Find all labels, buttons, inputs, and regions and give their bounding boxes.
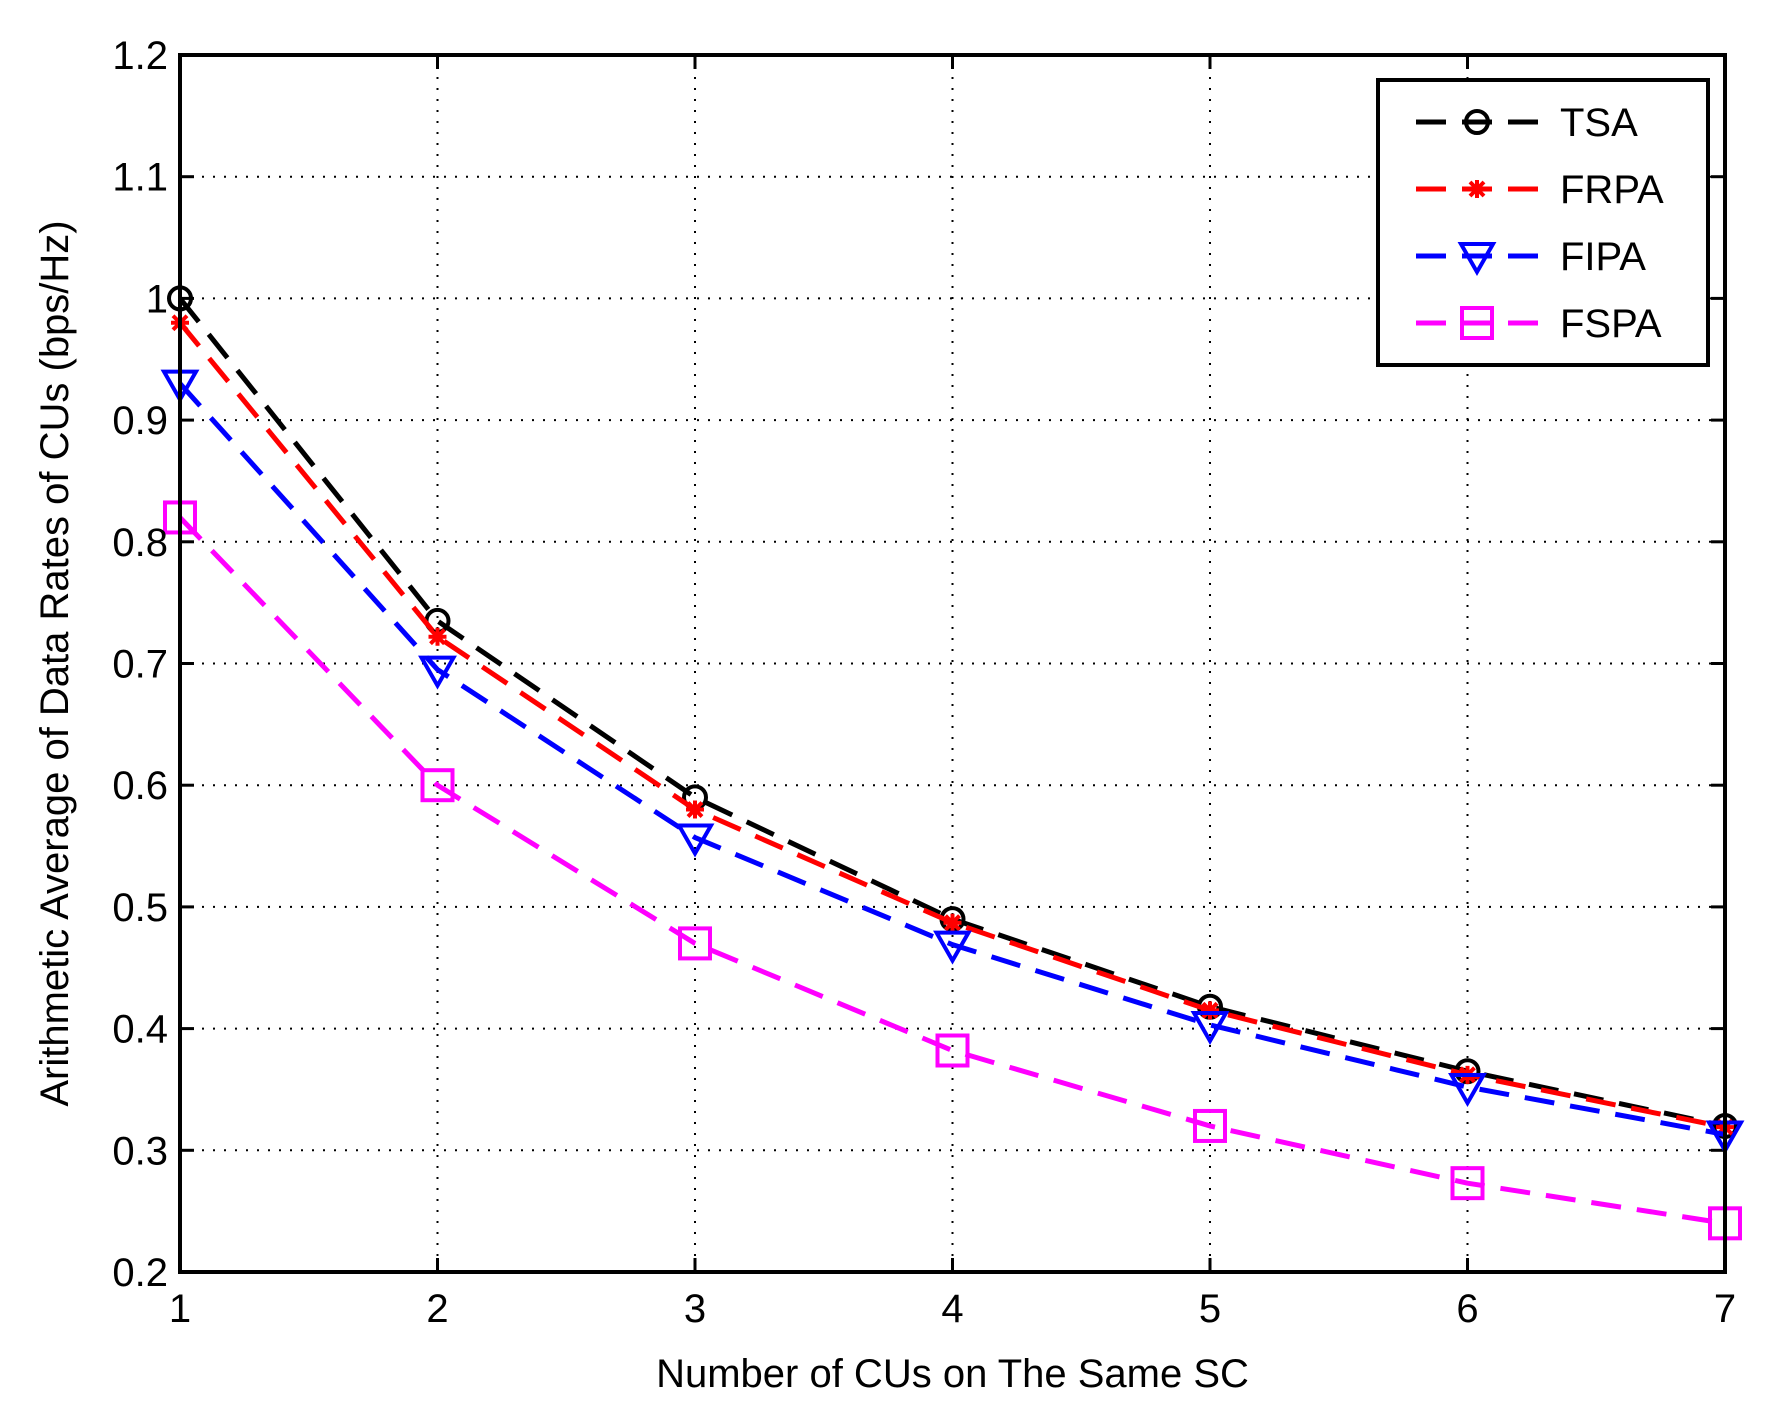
legend-label-frpa: FRPA — [1560, 168, 1664, 212]
y-tick-label: 0.3 — [112, 1129, 168, 1173]
x-tick-label: 5 — [1199, 1287, 1221, 1331]
x-axis-title: Number of CUs on The Same SC — [656, 1352, 1249, 1396]
y-tick-label: 0.8 — [112, 521, 168, 565]
data-point-fipa — [933, 930, 972, 965]
series-line-fspa — [178, 515, 1726, 1226]
data-point-fspa — [935, 1033, 970, 1068]
y-tick-label: 1 — [146, 277, 168, 321]
legend-label-fipa: FIPA — [1560, 235, 1646, 279]
y-tick-label: 0.2 — [112, 1251, 168, 1295]
y-tick-labels: 0.2 0.3 0.4 0.5 0.6 0.7 0.8 0.9 1 1.1 1.2 — [112, 34, 168, 1295]
data-point-fipa — [675, 823, 715, 858]
data-point-fipa — [418, 655, 457, 690]
legend-marker-tsa — [1464, 109, 1490, 135]
x-tick-label: 2 — [426, 1287, 448, 1331]
y-tick-label: 0.5 — [112, 886, 168, 930]
x-tick-label: 4 — [941, 1287, 963, 1331]
data-point-frpa — [686, 800, 704, 819]
y-tick-label: 0.9 — [112, 399, 168, 443]
y-tick-label: 0.4 — [112, 1008, 168, 1052]
legend-box — [1376, 78, 1710, 367]
legend: TSA FRPA FIPA FSPA — [1376, 78, 1710, 367]
data-point-fspa — [420, 768, 455, 803]
legend-label-tsa: TSA — [1560, 101, 1638, 145]
legend-marker-fspa — [1460, 306, 1494, 340]
data-point-frpa — [943, 913, 962, 932]
data-point-fspa — [1450, 1166, 1485, 1201]
data-point-fipa — [1448, 1073, 1487, 1108]
series-fspa — [163, 500, 1742, 1241]
x-tick-labels: 1 2 3 4 5 6 7 — [169, 1287, 1736, 1331]
data-point-fspa — [1193, 1108, 1227, 1143]
y-axis-title: Arithmetic Average of Data Rates of CUs … — [33, 220, 77, 1106]
plot-area-frame — [178, 53, 1727, 1274]
y-tick-label: 0.7 — [112, 643, 168, 687]
series-line-fipa — [178, 381, 1726, 1137]
legend-marker-frpa — [1468, 180, 1486, 198]
legend-label-fspa: FSPA — [1560, 302, 1662, 346]
axis-ticks — [178, 53, 1727, 1274]
data-point-fipa — [1190, 1010, 1230, 1045]
x-tick-label: 3 — [684, 1287, 706, 1331]
data-point-frpa — [1201, 1001, 1219, 1020]
x-tick-label: 7 — [1714, 1287, 1736, 1331]
data-point-fspa — [678, 926, 712, 961]
y-tick-label: 1.2 — [112, 34, 168, 78]
y-tick-label: 1.1 — [112, 156, 168, 200]
legend-marker-fipa — [1457, 242, 1497, 277]
x-tick-label: 1 — [169, 1287, 191, 1331]
y-tick-label: 0.6 — [112, 764, 168, 808]
x-tick-label: 6 — [1456, 1287, 1478, 1331]
data-point-frpa — [428, 627, 447, 646]
